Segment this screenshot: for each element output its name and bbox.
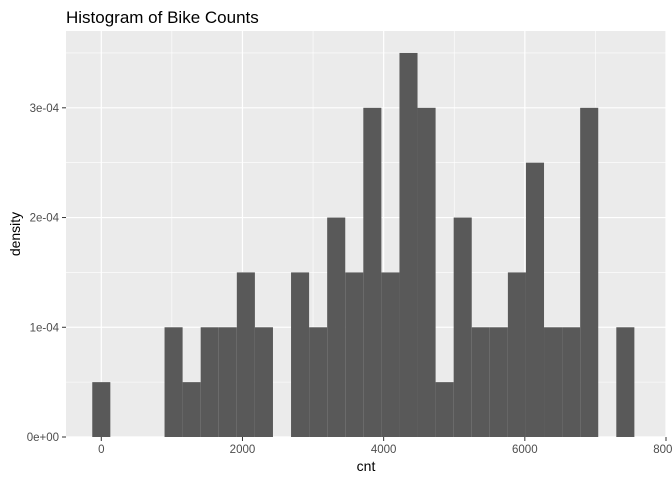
y-tick-label: 1e-04 bbox=[30, 322, 60, 334]
histogram-bar bbox=[525, 162, 545, 438]
histogram-bar bbox=[507, 272, 526, 437]
histogram-bar bbox=[489, 327, 508, 437]
histogram-bar bbox=[616, 327, 635, 437]
histogram-bar bbox=[544, 327, 563, 437]
y-tick-label: 2e-04 bbox=[30, 213, 60, 225]
histogram-bar bbox=[471, 327, 490, 437]
y-axis: 0e+00 1e-04 2e-04 3e-04 bbox=[27, 103, 66, 444]
histogram-bar bbox=[236, 272, 255, 437]
histogram-bar bbox=[309, 327, 328, 437]
histogram-bar bbox=[562, 327, 581, 437]
y-tick-label: 3e-04 bbox=[30, 103, 60, 115]
histogram-bar bbox=[327, 217, 346, 437]
y-axis-title: density bbox=[7, 212, 23, 256]
histogram-bar bbox=[291, 272, 310, 437]
chart-title: Histogram of Bike Counts bbox=[66, 8, 259, 27]
y-tick-label: 0e+00 bbox=[27, 432, 59, 444]
histogram-bar bbox=[580, 107, 599, 437]
histogram-bar bbox=[453, 217, 472, 437]
histogram-bar bbox=[218, 327, 237, 437]
histogram-bar bbox=[381, 272, 400, 437]
x-tick-label: 4000 bbox=[371, 444, 397, 456]
histogram-bar bbox=[363, 107, 382, 437]
x-axis-title: cnt bbox=[357, 458, 376, 474]
x-tick-label: 0 bbox=[98, 444, 104, 456]
x-tick-label: 2000 bbox=[230, 444, 256, 456]
histogram-bar bbox=[200, 327, 219, 437]
histogram-bar bbox=[182, 382, 201, 437]
histogram-bar bbox=[92, 382, 111, 437]
histogram-bar bbox=[254, 327, 273, 437]
histogram-bar bbox=[345, 272, 364, 437]
histogram-bar bbox=[417, 107, 436, 437]
histogram-bar bbox=[164, 327, 183, 437]
histogram-bars bbox=[92, 52, 635, 438]
histogram-bar bbox=[435, 382, 454, 437]
x-tick-label: 6000 bbox=[512, 444, 538, 456]
histogram-bar bbox=[399, 52, 418, 437]
